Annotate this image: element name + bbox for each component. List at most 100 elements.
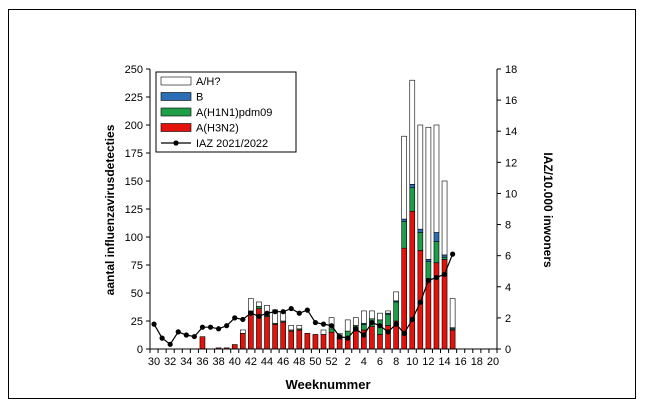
legend-label: A(H1N1)pdm09 — [196, 107, 272, 119]
bar-a-h--48 — [296, 325, 303, 330]
iaz-point-41 — [240, 316, 246, 323]
y2-tick-label: 8 — [505, 220, 511, 232]
iaz-point-44 — [264, 310, 270, 316]
iaz-point-43 — [256, 313, 262, 319]
iaz-point-5 — [369, 319, 375, 326]
y-tick-label: 75 — [131, 260, 143, 272]
iaz-point-8 — [393, 321, 399, 327]
bar-a-h--7 — [385, 310, 391, 314]
bar-a-h--13 — [433, 124, 440, 233]
bar-a-h--47 — [288, 325, 295, 331]
bar-a-h--42 — [248, 298, 254, 312]
iaz-point-40 — [232, 315, 238, 321]
iaz-point-47 — [288, 305, 294, 312]
iaz-point-42 — [248, 310, 254, 316]
chart-frame: 0 25 50 75 100 125 150 175 200 225 250 0 2 4 6 8 10 12 14 1… — [8, 9, 636, 399]
iaz-point-13 — [433, 274, 440, 281]
iaz-point-2 — [345, 335, 351, 341]
iaz-point-34 — [183, 332, 189, 338]
iaz-point-39 — [224, 323, 230, 329]
x-tick-label: 16 — [455, 356, 467, 368]
bar-a-h3n2--42 — [248, 312, 254, 350]
bar-a-h--11 — [417, 124, 424, 230]
bar-b-12 — [425, 259, 432, 262]
y-tick-label: 150 — [125, 176, 143, 188]
x-tick-label: 46 — [277, 356, 289, 368]
iaz-point-1 — [337, 333, 343, 340]
legend-label: IAZ 2021/2022 — [196, 138, 268, 150]
y2-tick-label: 18 — [505, 64, 517, 76]
x-tick-label: 34 — [180, 356, 192, 368]
legend-label: A(H3N2) — [196, 123, 239, 135]
bar-a-h3n2--46 — [280, 321, 286, 350]
legend: A/H? B A(H1N1)pdm09 A(H3N2) IAZ 2021/2022 — [155, 71, 297, 153]
bar-a-h1n1-pdm09-4 — [361, 324, 367, 331]
bar-a-h--41 — [240, 329, 246, 334]
bar-a-h3n2--11 — [417, 250, 424, 350]
bar-b-9 — [401, 218, 407, 222]
y2-tick-label: 12 — [505, 157, 517, 169]
bar-a-h3n2--3 — [352, 330, 359, 350]
x-tick-label: 14 — [438, 356, 450, 368]
iaz-point-36 — [199, 324, 206, 330]
y-tick-label: 0 — [137, 344, 143, 356]
bar-a-h1n1-pdm09-10 — [409, 187, 416, 212]
y-tick-label: 225 — [125, 92, 143, 104]
bar-a-h3n2--7 — [385, 325, 391, 350]
x-tick-label: 10 — [406, 356, 418, 368]
line-layer — [151, 251, 456, 347]
x-tick-label: 4 — [361, 356, 367, 368]
bar-a-h3n2--6 — [377, 334, 383, 350]
bar-a-h--5 — [369, 310, 375, 320]
legend-swatch-b — [160, 92, 192, 101]
y2-axis-label: IAZ/10.000 inwoners — [541, 152, 555, 268]
bar-a-h3n2--47 — [288, 330, 295, 350]
x-tick-label: 20 — [487, 356, 499, 368]
iaz-point-32 — [167, 341, 173, 347]
y2-tick-label: 16 — [505, 95, 517, 107]
bar-a-h3n2--5 — [369, 326, 375, 350]
iaz-point-9 — [401, 330, 407, 337]
iaz-point-49 — [304, 307, 310, 313]
iaz-point-35 — [191, 333, 197, 340]
bar-a-h3n2--41 — [240, 333, 246, 350]
iaz-point-7 — [385, 329, 391, 335]
bar-a-h--15 — [449, 298, 456, 329]
iaz-point-38 — [215, 326, 222, 332]
bar-a-h1n1-pdm09-13 — [433, 241, 440, 264]
bar-a-h--8 — [393, 291, 399, 302]
bar-a-h1n1-pdm09-43 — [256, 306, 262, 309]
bar-a-h3n2--48 — [296, 329, 303, 350]
bar-a-h3n2--50 — [312, 334, 319, 350]
bar-a-h1n1-pdm09-7 — [385, 313, 391, 326]
legend-marker-iaz — [173, 140, 179, 146]
bar-a-h3n2--12 — [425, 278, 432, 350]
bar-a-h--4 — [361, 310, 367, 324]
bar-a-h--3 — [352, 317, 359, 326]
iaz-point-10 — [409, 316, 415, 323]
y-tick-label: 100 — [125, 232, 143, 244]
x-tick-label: 18 — [471, 356, 483, 368]
x-tick-label: 32 — [164, 356, 176, 368]
x-tick-label: 42 — [245, 356, 257, 368]
iaz-point-30 — [151, 321, 157, 327]
legend-label: B — [196, 92, 203, 104]
bar-a-h--43 — [256, 301, 262, 307]
bar-a-h--14 — [441, 180, 448, 256]
bar-a-h--51 — [320, 329, 327, 335]
bar-a-h--6 — [377, 312, 383, 321]
y-axis-label: aantal influenzavirusdetecties — [103, 124, 117, 295]
y-tick-label: 250 — [125, 64, 143, 76]
iaz-point-50 — [312, 319, 319, 326]
bar-a-h3n2--1 — [336, 338, 343, 350]
y2-tick-label: 0 — [505, 344, 511, 356]
iaz-point-52 — [328, 323, 335, 329]
bar-a-h1n1-pdm09-14 — [441, 256, 448, 260]
y-tick-label: 25 — [131, 316, 143, 328]
iaz-point-14 — [441, 271, 448, 277]
iaz-point-45 — [272, 309, 278, 315]
iaz-point-6 — [377, 323, 383, 329]
bar-a-h--10 — [409, 79, 416, 185]
bar-b-10 — [409, 184, 416, 189]
y-tick-label: 175 — [125, 148, 143, 160]
